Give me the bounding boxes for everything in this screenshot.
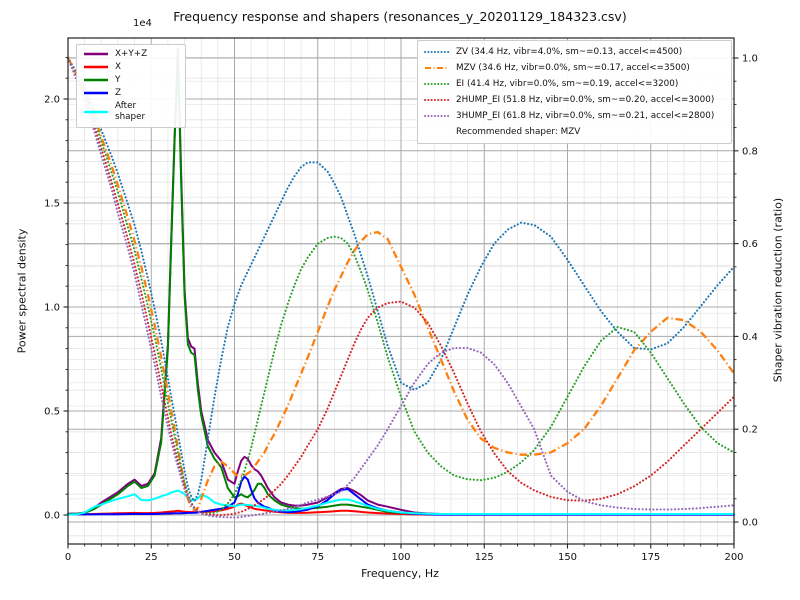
legend-entry-aftershaper: After shaper <box>83 101 179 123</box>
legend-entry-zv: ZV (34.4 Hz, vibr=4.0%, sm~=0.13, accel<… <box>424 47 725 58</box>
shaper-series-ei <box>66 56 736 515</box>
shaper-series-mzv <box>66 57 735 512</box>
legend-line-sample <box>424 50 450 53</box>
legend-sample <box>424 79 450 89</box>
y-left-tick-label: 2.0 <box>44 95 60 106</box>
y-left-tick-label: 1.5 <box>44 199 60 210</box>
y-right-tick-label: 0.8 <box>742 146 758 157</box>
y-right-tick-label: 1.0 <box>742 54 758 65</box>
y-right-tick-label: 0.2 <box>742 425 758 436</box>
y-right-axis-label: Shaper vibration reduction (ratio) <box>771 197 785 383</box>
legend-sample <box>424 95 450 105</box>
x-tick-label: 150 <box>558 552 577 563</box>
y-right-tick-label: 0.4 <box>742 332 758 343</box>
legend-sample <box>83 62 109 72</box>
y-left-tick-label: 0.5 <box>44 407 60 418</box>
legend-line-sample <box>84 53 108 56</box>
legend-line-sample <box>424 82 450 85</box>
y-left-axis-label: Power spectral density <box>15 228 29 354</box>
chart-title: Frequency response and shapers (resonanc… <box>173 9 627 24</box>
series-group <box>66 48 736 519</box>
x-tick-label: 25 <box>145 552 158 563</box>
legend-label: X <box>115 62 122 72</box>
legend-label: Y <box>115 75 121 85</box>
legend-psd: X+Y+Z X Y Z After shaper <box>76 44 186 128</box>
legend-line-sample <box>425 66 449 69</box>
legend-entry-mzv: MZV (34.6 Hz, vibr=0.0%, sm~=0.17, accel… <box>424 63 725 74</box>
psd-series-after-shaper <box>67 489 735 516</box>
legend-entry-x: X <box>83 62 179 73</box>
legend-entry-3hump_ei: 3HUMP_EI (61.8 Hz, vibr=0.0%, sm~=0.21, … <box>424 111 725 122</box>
y-right-tick-label: 0.6 <box>742 239 758 250</box>
y-axis-offset-label: 1e4 <box>133 18 152 29</box>
legend-sample <box>424 63 450 73</box>
legend-entry-y: Y <box>83 75 179 86</box>
legend-line-sample <box>424 98 450 101</box>
legend-line-sample <box>424 114 450 117</box>
y-right-tick-label: 0.0 <box>742 518 758 529</box>
x-tick-label: 200 <box>724 552 743 563</box>
legend-shapers: ZV (34.4 Hz, vibr=4.0%, sm~=0.13, accel<… <box>417 40 732 144</box>
legend-sample <box>424 111 450 121</box>
legend-line-sample <box>84 66 108 69</box>
x-axis-label: Frequency, Hz <box>361 567 439 580</box>
x-tick-label: 50 <box>228 552 241 563</box>
axis-ticks: 0 25 50 75 100 125 150 175 200 0.0 0.5 1.0 1.5 2.0 0.0… <box>44 54 758 564</box>
legend-label: EI (41.4 Hz, vibr=0.0%, sm~=0.19, accel<… <box>456 78 679 89</box>
legend-label: X+Y+Z <box>115 49 148 59</box>
legend-label: 3HUMP_EI (61.8 Hz, vibr=0.0%, sm~=0.21, … <box>456 110 715 121</box>
legend-entry-2hump_ei: 2HUMP_EI (51.8 Hz, vibr=0.0%, sm~=0.20, … <box>424 95 725 106</box>
y-left-tick-label: 1.0 <box>44 303 60 314</box>
legend-line-sample <box>84 110 108 114</box>
x-tick-label: 0 <box>65 552 71 563</box>
legend-label: Z <box>115 88 122 98</box>
legend-label: MZV (34.6 Hz, vibr=0.0%, sm~=0.17, accel… <box>456 62 690 73</box>
shaper-series-3hump_ei <box>66 56 736 519</box>
legend-label: After shaper <box>115 101 146 122</box>
x-tick-label: 75 <box>311 552 324 563</box>
legend-sample <box>83 107 109 117</box>
shaper-series-zv <box>66 56 736 503</box>
x-tick-label: 100 <box>391 552 410 563</box>
legend-sample <box>424 47 450 57</box>
legend-sample <box>83 88 109 98</box>
legend-sample <box>83 75 109 85</box>
legend-label: ZV (34.4 Hz, vibr=4.0%, sm~=0.13, accel<… <box>456 46 683 57</box>
legend-entry-x+y+z: X+Y+Z <box>83 49 179 60</box>
legend-sample <box>83 49 109 59</box>
legend-line-sample <box>84 79 108 82</box>
x-tick-label: 125 <box>475 552 494 563</box>
legend-line-sample <box>84 92 108 95</box>
legend-entry-z: Z <box>83 88 179 99</box>
y-left-tick-label: 0.0 <box>44 511 60 522</box>
legend-label: 2HUMP_EI (51.8 Hz, vibr=0.0%, sm~=0.20, … <box>456 94 715 105</box>
x-tick-label: 175 <box>641 552 660 563</box>
legend-entry-ei: EI (41.4 Hz, vibr=0.0%, sm~=0.19, accel<… <box>424 79 725 90</box>
legend-note: Recommended shaper: MZV <box>456 126 581 137</box>
